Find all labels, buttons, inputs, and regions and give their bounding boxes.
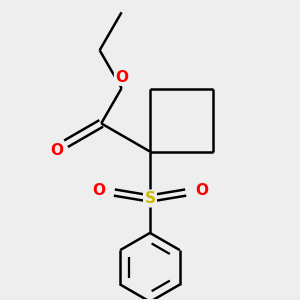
Text: O: O	[92, 183, 105, 198]
Text: O: O	[195, 183, 208, 198]
Text: S: S	[145, 191, 155, 206]
Text: O: O	[115, 70, 128, 85]
Text: O: O	[50, 142, 63, 158]
